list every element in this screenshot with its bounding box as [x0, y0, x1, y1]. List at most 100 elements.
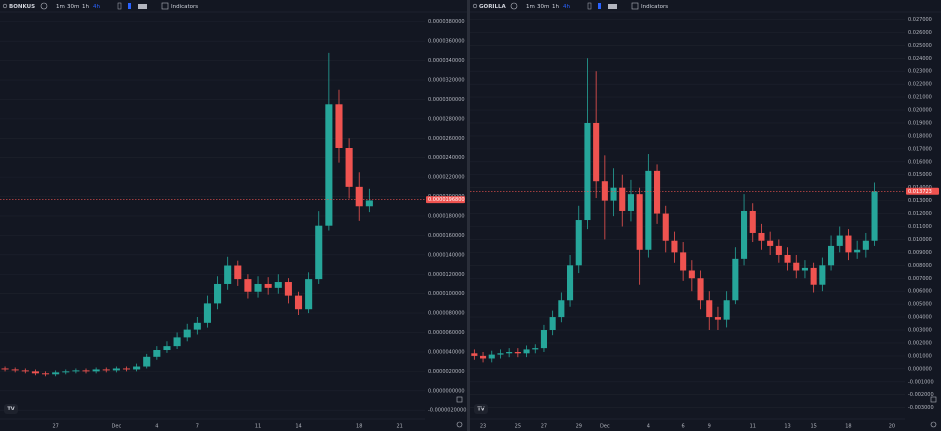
candle-body — [549, 317, 556, 331]
candle-body — [11, 369, 19, 371]
settings-icon[interactable] — [456, 421, 463, 428]
y-tick-label: -0.003000 — [908, 405, 934, 411]
candle-body — [706, 300, 713, 318]
y-tick-label: 0.006000 — [908, 289, 932, 295]
interval-button[interactable]: 1h — [82, 4, 89, 10]
y-tick-label: 0.0000140000 — [428, 252, 465, 258]
candle-body — [601, 181, 608, 201]
y-tick-label: 0.0000000000 — [428, 388, 465, 394]
candle-body — [714, 317, 721, 320]
interval-button[interactable]: 1h — [552, 4, 559, 10]
chart-style-icon[interactable] — [598, 3, 601, 9]
interval-button[interactable]: 30m — [67, 4, 79, 10]
scale-icon[interactable] — [456, 396, 463, 403]
chart-style-icon[interactable] — [128, 3, 131, 9]
candle-body — [254, 283, 262, 292]
y-tick-label: 0.025000 — [908, 43, 932, 49]
candle-body — [234, 265, 242, 280]
candle-body — [62, 371, 70, 373]
y-tick-label: 0.026000 — [908, 30, 932, 36]
candle-body — [575, 220, 582, 266]
tv-logo: TV — [474, 404, 488, 414]
y-tick-label: -0.002000 — [908, 392, 934, 398]
interval-button[interactable]: 30m — [537, 4, 549, 10]
area-icon[interactable] — [608, 4, 617, 9]
x-tick-label: 23 — [480, 424, 486, 430]
symbol[interactable]: GORILLA — [479, 4, 506, 10]
candle-body — [122, 368, 131, 370]
candle-body — [72, 370, 80, 372]
candle-body — [294, 295, 303, 310]
candle-body — [619, 187, 626, 211]
settings-icon[interactable] — [930, 421, 937, 428]
candle-body — [102, 369, 110, 371]
candle-body — [305, 279, 313, 310]
interval-button[interactable]: 4h — [563, 4, 570, 10]
indicators-icon[interactable] — [631, 2, 639, 10]
symbol[interactable]: BONKUS — [9, 4, 35, 10]
y-tick-label: 0.001000 — [908, 353, 932, 359]
y-tick-label: 0.0000380000 — [428, 19, 465, 25]
interval-button[interactable]: 1m — [56, 4, 65, 10]
y-tick-label: 0.004000 — [908, 315, 932, 321]
y-tick-label: 0.022000 — [908, 82, 932, 88]
candle-body — [636, 194, 643, 250]
y-tick-label: 0.023000 — [908, 69, 932, 75]
y-tick-label: 0.0000180000 — [428, 213, 465, 219]
indicators-button[interactable]: Indicators — [171, 4, 198, 10]
y-tick-label: 0.012000 — [908, 211, 932, 217]
candle-body — [567, 265, 574, 301]
candle-body — [610, 187, 617, 201]
x-tick-label: Dec — [112, 424, 122, 430]
y-tick-label: 0.0000360000 — [428, 39, 465, 45]
y-tick-label: 0.015000 — [908, 172, 932, 178]
y-tick-label: 0.007000 — [908, 276, 932, 282]
x-tick-label: 18 — [356, 424, 362, 430]
chart-type-icon[interactable] — [117, 2, 122, 10]
y-tick-label: 0.005000 — [908, 302, 932, 308]
x-tick-label: 21 — [397, 424, 403, 430]
candle-body — [497, 353, 504, 355]
candle-body — [749, 210, 756, 233]
indicators-button[interactable]: Indicators — [641, 4, 668, 10]
x-tick-label: 29 — [576, 424, 582, 430]
tv-logo: TV — [4, 404, 18, 414]
candle-body — [345, 148, 353, 187]
interval-button[interactable]: 4h — [93, 4, 100, 10]
x-tick-label: 4 — [647, 424, 650, 430]
candle-body — [163, 346, 171, 351]
candle-body — [112, 368, 120, 371]
svg-text:TV: TV — [477, 407, 484, 413]
candle-body — [593, 122, 600, 182]
y-tick-label: 0.009000 — [908, 250, 932, 256]
candle-body — [355, 186, 363, 207]
x-tick-label: 27 — [52, 424, 58, 430]
candle-body — [871, 191, 878, 241]
add-symbol[interactable] — [40, 2, 48, 10]
chart-type-icon[interactable] — [587, 2, 592, 10]
y-tick-label: 0.024000 — [908, 56, 932, 62]
x-tick-label: 15 — [810, 424, 816, 430]
indicators-icon[interactable] — [161, 2, 169, 10]
candle-body — [82, 370, 90, 372]
chart-panel: GORILLA 1m 30m 1h 4h Indicators -0.003000 -0.00… — [470, 0, 941, 430]
candle-body — [828, 245, 835, 266]
area-icon[interactable] — [138, 4, 147, 9]
last-price-tag — [906, 187, 939, 195]
y-tick-label: 0.019000 — [908, 120, 932, 126]
scale-icon[interactable] — [930, 396, 937, 403]
interval-button[interactable]: 1m — [526, 4, 535, 10]
candle-body — [784, 254, 791, 263]
search-icon — [2, 3, 8, 9]
candle-body — [767, 240, 774, 246]
x-tick-label: 11 — [255, 424, 261, 430]
candle-body — [810, 267, 817, 285]
y-tick-label: 0.0000220000 — [428, 175, 465, 181]
candle-body — [335, 104, 343, 148]
add-symbol[interactable] — [510, 2, 518, 10]
y-tick-label: 0.003000 — [908, 328, 932, 334]
x-tick-label: 27 — [541, 424, 547, 430]
y-tick-label: 0.011000 — [908, 224, 932, 230]
x-tick-label: 7 — [196, 424, 199, 430]
